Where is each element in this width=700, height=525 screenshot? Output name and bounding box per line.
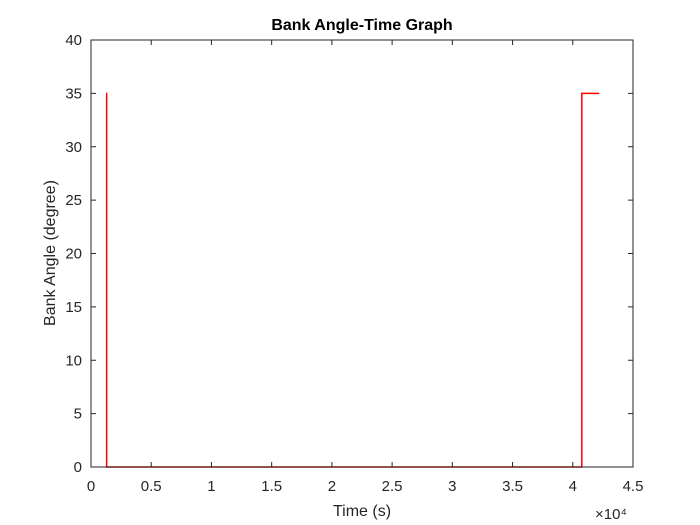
x-tick-label: 3 <box>448 478 456 495</box>
x-tick-label: 0 <box>87 478 95 495</box>
y-tick-label: 20 <box>65 246 82 263</box>
y-tick-label: 40 <box>65 32 82 49</box>
x-axis-label: Time (s) <box>333 503 391 520</box>
y-tick-label: 10 <box>65 352 82 369</box>
x-tick-label: 2.5 <box>382 478 403 495</box>
y-tick-label: 35 <box>65 85 82 102</box>
x-tick-label: 3.5 <box>502 478 523 495</box>
x-tick-label: 1.5 <box>261 478 282 495</box>
y-tick-label: 30 <box>65 139 82 156</box>
x-tick-label: 1 <box>207 478 215 495</box>
x-tick-label: 0.5 <box>141 478 162 495</box>
y-tick-label: 15 <box>65 299 82 316</box>
x-tick-label: 4.5 <box>623 478 644 495</box>
plot-area <box>91 40 633 467</box>
chart-title: Bank Angle-Time Graph <box>271 17 452 34</box>
x-tick-label: 2 <box>328 478 336 495</box>
x-axis-exponent-label: ×10⁴ <box>595 506 627 523</box>
x-tick-label: 4 <box>569 478 577 495</box>
y-tick-label: 5 <box>74 406 82 423</box>
y-tick-label: 25 <box>65 192 82 209</box>
y-tick-label: 0 <box>74 459 82 476</box>
y-axis-label: Bank Angle (degree) <box>42 180 59 326</box>
ticks-layer: 0 0.5 1 1.5 2 2.5 3 3.5 4 4.5 0 5 10 15 20 25 30 35 40 <box>65 32 643 495</box>
